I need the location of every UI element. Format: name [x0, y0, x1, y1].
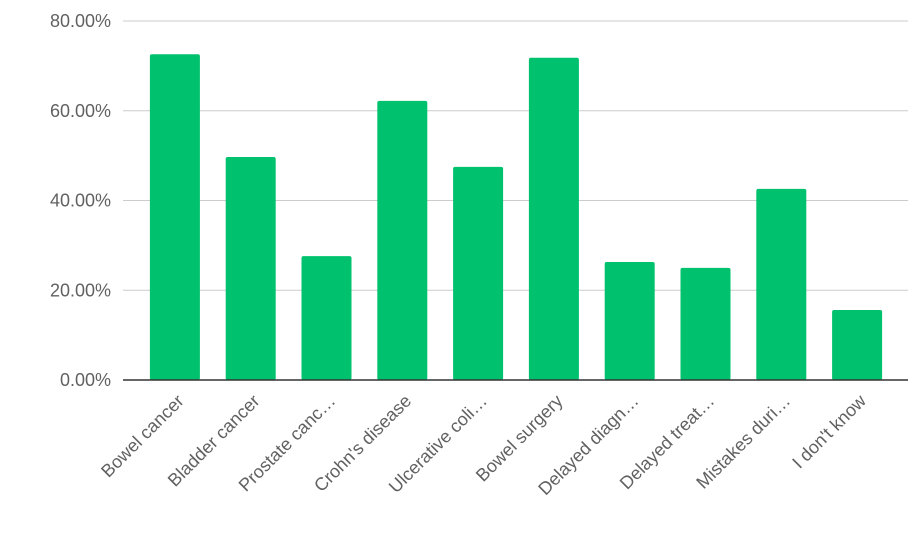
- bar: [680, 267, 731, 380]
- bar: [301, 256, 352, 380]
- y-tick-label: 40.00%: [50, 191, 111, 211]
- bar: [453, 166, 504, 380]
- x-tick-label: I don't know: [788, 390, 870, 472]
- bar: [604, 261, 655, 380]
- y-tick-label: 20.00%: [50, 280, 111, 300]
- bar: [528, 57, 579, 381]
- y-tick-label: 60.00%: [50, 101, 111, 121]
- y-tick-label: 80.00%: [50, 11, 111, 31]
- bar: [756, 188, 807, 380]
- bar: [832, 309, 883, 380]
- y-tick-label: 0.00%: [60, 370, 111, 390]
- bar: [225, 156, 276, 380]
- bar: [377, 100, 428, 380]
- bar: [149, 54, 200, 381]
